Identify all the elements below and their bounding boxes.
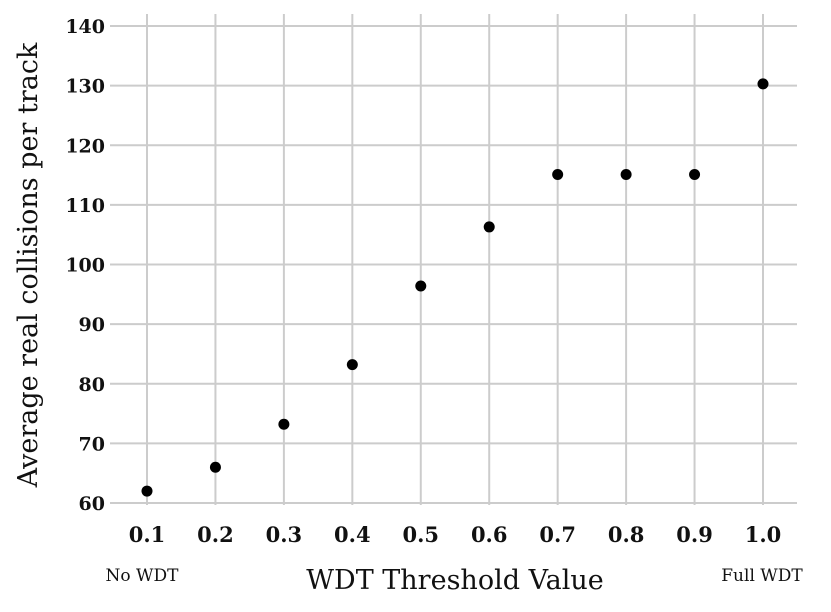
annotation-no-wdt: No WDT: [106, 566, 180, 586]
annotation-full-wdt: Full WDT: [721, 566, 803, 586]
x-tick-label: 0.6: [471, 522, 508, 547]
data-point: [278, 418, 290, 430]
data-point: [620, 168, 632, 180]
x-axis-label: WDT Threshold Value: [306, 565, 603, 596]
y-tick-label: 100: [65, 255, 105, 277]
y-tick-label: 80: [79, 374, 105, 396]
x-tick-label: 0.1: [129, 522, 166, 547]
x-axis-ticks: 0.1 0.2 0.3 0.4 0.5 0.6 0.7 0.8 0.9 1.0: [129, 522, 782, 547]
y-tick-label: 130: [65, 76, 105, 98]
data-point: [415, 280, 427, 292]
y-tick-label: 70: [79, 433, 105, 455]
x-tick-label: 0.2: [197, 522, 234, 547]
data-point: [552, 168, 564, 180]
data-point: [346, 359, 358, 371]
data-point: [483, 221, 495, 233]
y-tick-label: 90: [79, 314, 105, 336]
grid-lines: [110, 14, 797, 505]
x-tick-label: 0.8: [608, 522, 645, 547]
y-tick-label: 60: [79, 493, 105, 515]
x-tick-label: 1.0: [745, 522, 782, 547]
x-tick-label: 0.7: [539, 522, 576, 547]
y-tick-label: 110: [65, 195, 105, 217]
x-tick-label: 0.9: [676, 522, 713, 547]
y-axis-ticks: 60 70 80 90 100 110 120 130 140: [65, 16, 105, 515]
x-tick-label: 0.3: [266, 522, 303, 547]
data-points: [141, 78, 769, 497]
x-tick-label: 0.4: [334, 522, 371, 547]
y-tick-label: 140: [65, 16, 105, 38]
data-point: [757, 78, 769, 90]
y-axis-label: Average real collisions per track: [13, 42, 44, 488]
x-tick-label: 0.5: [403, 522, 440, 547]
data-point: [141, 485, 153, 497]
y-tick-label: 120: [65, 135, 105, 157]
data-point: [209, 461, 221, 473]
data-point: [689, 168, 701, 180]
